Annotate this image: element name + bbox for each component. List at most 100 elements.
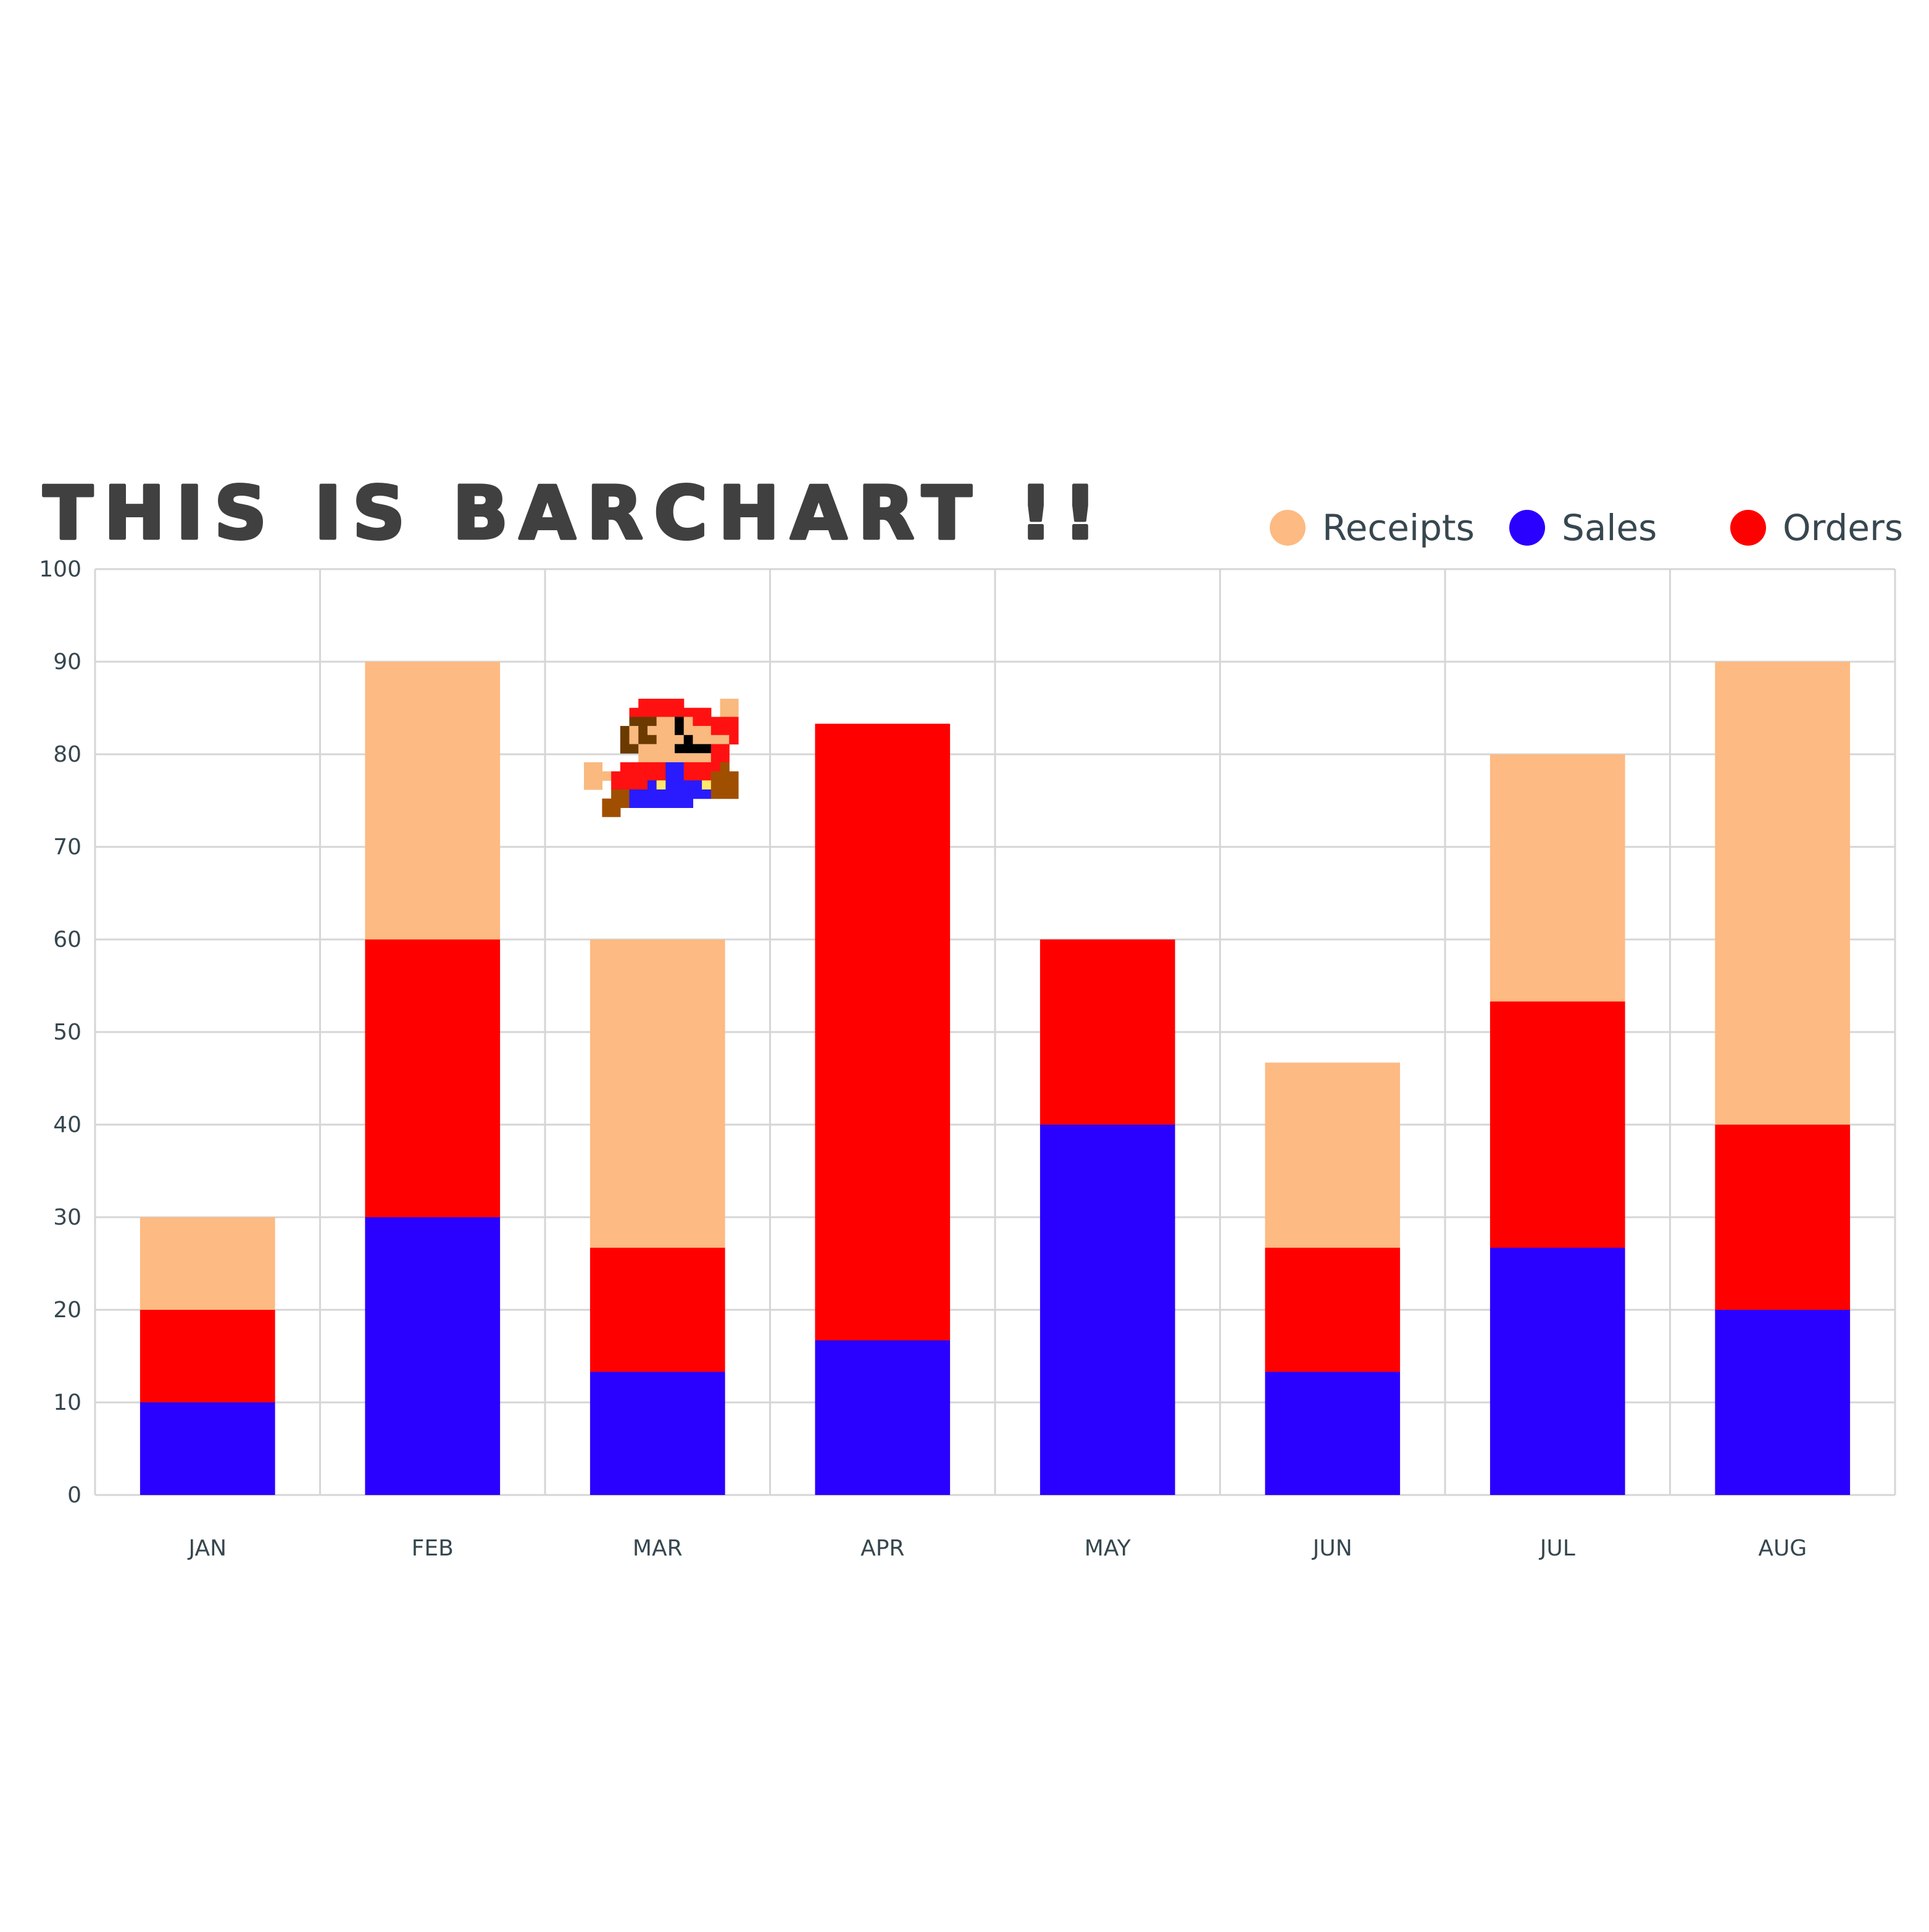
sprite-pixel (620, 735, 630, 745)
sprite-pixel (629, 707, 639, 717)
sprite-pixel (656, 798, 666, 808)
y-tick-label: 90 (53, 649, 81, 675)
sprite-pixel (720, 717, 730, 727)
sprite-pixel (656, 717, 666, 727)
bar-segment-sales (815, 1340, 951, 1495)
sprite-pixel (665, 789, 675, 799)
sprite-pixel (665, 744, 675, 754)
sprite-pixel (629, 717, 639, 727)
x-tick-label: JUL (1539, 1536, 1575, 1561)
y-tick-label: 50 (53, 1020, 81, 1045)
sprite-pixel (638, 717, 648, 727)
sprite-pixel (629, 771, 639, 781)
sprite-pixel (611, 807, 621, 817)
sprite-pixel (647, 753, 657, 763)
sprite-pixel (693, 726, 702, 736)
sprite-pixel (675, 780, 685, 790)
y-tick-label: 100 (39, 557, 81, 582)
sprite-pixel (638, 744, 648, 754)
sprite-pixel (729, 699, 739, 709)
sprite-pixel (647, 699, 657, 709)
sprite-pixel (702, 780, 712, 790)
bar-segment-orders (1715, 1125, 1851, 1310)
sprite-pixel (656, 707, 666, 717)
sprite-pixel (629, 798, 639, 808)
sprite-pixel (629, 780, 639, 790)
sprite-pixel (665, 699, 675, 709)
sprite-pixel (638, 753, 648, 763)
bar-segment-sales (590, 1372, 725, 1495)
y-tick-label: 10 (53, 1390, 81, 1415)
sprite-pixel (693, 744, 702, 754)
sprite-pixel (720, 744, 730, 754)
bar-segment-orders (1265, 1247, 1401, 1372)
y-tick-label: 30 (53, 1205, 81, 1230)
sprite-pixel (710, 744, 721, 754)
sprite-pixel (665, 762, 675, 772)
bar-segment-orders (1039, 939, 1175, 1125)
sprite-pixel (675, 699, 685, 709)
sprite-pixel (693, 717, 702, 727)
sprite-pixel (620, 780, 630, 790)
bar-segment-sales (140, 1402, 275, 1495)
sprite-pixel (656, 744, 666, 754)
legend-label: Sales (1562, 507, 1657, 549)
sprite-pixel (729, 735, 739, 745)
sprite-pixel (683, 726, 693, 736)
sprite-pixel (647, 780, 657, 790)
sprite-pixel (720, 789, 730, 799)
sprite-pixel (702, 726, 712, 736)
sprite-pixel (675, 744, 685, 754)
sprite-pixel (675, 726, 685, 736)
sprite-pixel (620, 726, 630, 736)
sprite-pixel (647, 717, 657, 727)
sprite-pixel (720, 735, 730, 745)
sprite-pixel (665, 753, 675, 763)
sprite-pixel (638, 726, 648, 736)
sprite-pixel (710, 771, 721, 781)
sprite-pixel (629, 762, 639, 772)
sprite-pixel (584, 762, 594, 772)
sprite-pixel (665, 717, 675, 727)
sprite-pixel (720, 771, 730, 781)
mario-sprite (584, 699, 739, 817)
sprite-pixel (638, 789, 648, 799)
sprite-pixel (656, 771, 666, 781)
sprite-pixel (693, 771, 702, 781)
sprite-pixel (584, 780, 594, 790)
sprite-pixel (620, 789, 630, 799)
sprite-pixel (675, 771, 685, 781)
bar-segment-sales (365, 1217, 501, 1495)
sprite-pixel (647, 798, 657, 808)
sprite-pixel (620, 762, 630, 772)
sprite-pixel (710, 726, 721, 736)
bar-segment-orders (365, 939, 501, 1217)
sprite-pixel (683, 780, 693, 790)
sprite-pixel (629, 744, 639, 754)
sprite-pixel (593, 780, 602, 790)
x-tick-label: AUG (1758, 1536, 1807, 1561)
sprite-pixel (656, 789, 666, 799)
sprite-pixel (710, 735, 721, 745)
sprite-pixel (710, 717, 721, 727)
bar-segment-orders (815, 723, 951, 1341)
bar-segment-receipts (590, 939, 725, 1248)
sprite-pixel (647, 735, 657, 745)
sprite-pixel (647, 726, 657, 736)
sprite-pixel (647, 744, 657, 754)
bar-segment-sales (1039, 1125, 1175, 1495)
bars (140, 662, 1851, 1495)
x-axis-ticks: JAN FEB MAR APR MAY JUN JUL AUG (187, 1536, 1807, 1561)
sprite-pixel (693, 707, 702, 717)
sprite-pixel (693, 780, 702, 790)
sprite-pixel (638, 707, 648, 717)
sprite-pixel (729, 780, 739, 790)
sprite-pixel (729, 771, 739, 781)
bar-segment-receipts (140, 1217, 275, 1310)
bar-segment-sales (1715, 1310, 1851, 1495)
sprite-pixel (656, 780, 666, 790)
sprite-pixel (638, 780, 648, 790)
sprite-pixel (675, 762, 685, 772)
sprite-pixel (665, 798, 675, 808)
sprite-pixel (638, 798, 648, 808)
